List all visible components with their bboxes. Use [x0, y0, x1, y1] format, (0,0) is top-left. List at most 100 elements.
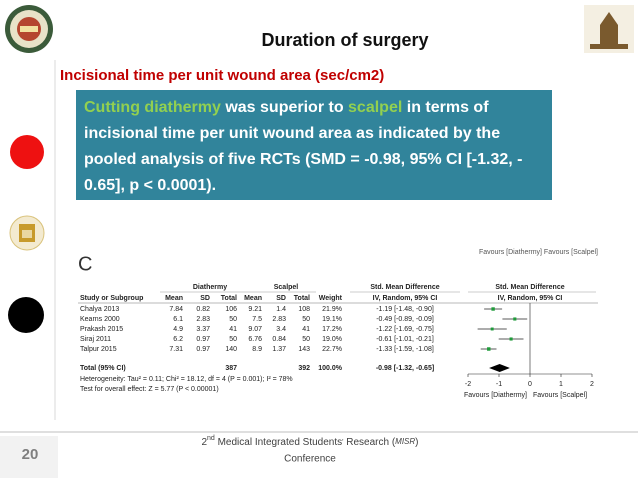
table-cell: -0.61 [-1.01, -0.21]	[376, 336, 434, 343]
table-cell: -0.49 [-0.89, -0.09]	[376, 316, 434, 323]
x-tick-label: -2	[465, 381, 471, 388]
table-cell: 6.2	[173, 336, 183, 343]
overall-test: Test for overall effect: Z = 5.77 (P < 0…	[80, 386, 219, 393]
x-tick-label: 2	[590, 381, 594, 388]
slide-title: Duration of surgery	[261, 30, 428, 50]
table-cell: 1.4	[276, 306, 286, 313]
x-tick-label: 1	[559, 381, 563, 388]
total-cell: -0.98 [-1.32, -0.65]	[376, 365, 434, 372]
column-header: Total	[221, 295, 237, 302]
table-cell: 143	[298, 346, 310, 353]
callout-line: 0.65], p < 0.0001).	[84, 177, 216, 194]
table-cell: 7.31	[169, 346, 183, 353]
table-cell: Talpur 2015	[80, 346, 117, 353]
total-cell: Total (95% CI)	[80, 365, 126, 372]
callout-text: Cutting diathermy was superior to scalpe…	[84, 99, 523, 194]
page-number: 20	[22, 446, 39, 463]
point-estimate	[513, 317, 517, 321]
table-cell: 0.97	[196, 346, 210, 353]
table-cell: 17.2%	[322, 326, 342, 333]
text-run: was superior to	[221, 99, 348, 116]
table-cell: 6.1	[173, 316, 183, 323]
column-header: Study or Subgroup	[80, 295, 143, 302]
column-header: Weight	[319, 295, 343, 302]
panel-letter: C	[78, 253, 92, 275]
page-number-box	[0, 436, 58, 478]
point-estimate	[491, 307, 495, 311]
table-cell: 0.84	[272, 336, 286, 343]
subtitle: Incisional time per unit wound area (sec…	[60, 67, 384, 84]
footer-line2: Conference	[284, 454, 336, 465]
table-cell: 3.37	[196, 326, 210, 333]
point-estimate	[509, 337, 513, 341]
favours-left: Favours [Diathermy]	[464, 392, 527, 399]
table-cell: 41	[229, 326, 237, 333]
table-cell: 6.76	[248, 336, 262, 343]
table-cell: 108	[298, 306, 310, 313]
table-cell: 41	[302, 326, 310, 333]
table-cell: Chalya 2013	[80, 306, 119, 313]
table-cell: 0.97	[196, 336, 210, 343]
total-cell: 387	[225, 365, 237, 372]
column-header: SD	[276, 295, 286, 302]
column-header: IV, Random, 95% CI	[498, 295, 563, 302]
total-cell: 100.0%	[318, 365, 343, 372]
table-cell: 19.0%	[322, 336, 342, 343]
table-cell: Siraj 2011	[80, 336, 111, 343]
table-cell: 9.07	[248, 326, 262, 333]
forest-plot: Diathermy Scalpel Std. Mean Difference Std.…	[78, 284, 598, 399]
logo-right	[584, 5, 634, 53]
total-cell: 392	[298, 365, 310, 372]
table-cell: 3.4	[276, 326, 286, 333]
group-header: Std. Mean Difference	[370, 284, 439, 291]
pooled-diamond	[489, 364, 510, 372]
table-cell: 140	[225, 346, 237, 353]
black-circle	[8, 297, 44, 333]
favours-top: Favours [Diathermy] Favours [Scalpel]	[479, 249, 598, 256]
group-header: Diathermy	[193, 284, 227, 291]
table-cell: -1.33 [-1.59, -1.08]	[376, 346, 434, 353]
column-header: IV, Random, 95% CI	[373, 295, 438, 302]
logo-left	[5, 5, 53, 53]
x-tick-label: -1	[496, 381, 502, 388]
highlight: Cutting diathermy	[84, 99, 221, 116]
table-cell: 9.21	[248, 306, 262, 313]
red-circle	[10, 135, 44, 169]
table-cell: 2.83	[196, 316, 210, 323]
table-cell: 50	[302, 336, 310, 343]
callout-line: pooled analysis of five RCTs (SMD = -0.9…	[84, 151, 523, 168]
table-cell: -1.22 [-1.69, -0.75]	[376, 326, 434, 333]
x-tick-label: 0	[528, 381, 532, 388]
table-cell: 50	[229, 336, 237, 343]
table-cell: 50	[229, 316, 237, 323]
table-cell: 4.9	[173, 326, 183, 333]
highlight: scalpel	[348, 99, 402, 116]
text-run: 0.65], p < 0.0001).	[84, 177, 216, 194]
table-cell: 8.9	[252, 346, 262, 353]
point-estimate	[490, 327, 494, 331]
callout-line: Cutting diathermy was superior to scalpe…	[84, 99, 489, 116]
text-run: pooled analysis of five RCTs (SMD = -0.9…	[84, 151, 523, 168]
group-header: Scalpel	[274, 284, 299, 291]
heterogeneity: Heterogeneity: Tau² = 0.11; Chi² = 18.12…	[80, 376, 293, 383]
callout-box	[76, 90, 552, 200]
table-cell: Prakash 2015	[80, 326, 123, 333]
callout-line: incisional time per unit wound area as i…	[84, 125, 500, 142]
egypt-emblem	[9, 215, 45, 251]
forest-figure	[75, 244, 602, 406]
column-header: Total	[294, 295, 310, 302]
table-cell: 106	[225, 306, 237, 313]
group-header: Std. Mean Difference	[495, 284, 564, 291]
table-cell: 50	[302, 316, 310, 323]
table-cell: 22.7%	[322, 346, 342, 353]
table-cell: 0.82	[196, 306, 210, 313]
footer-line1: 2nd Medical Integrated Students' Researc…	[201, 435, 418, 448]
table-cell: 19.1%	[322, 316, 342, 323]
table-cell: -1.19 [-1.48, -0.90]	[376, 306, 434, 313]
table-cell: 2.83	[272, 316, 286, 323]
table-cell: 7.84	[169, 306, 183, 313]
table-cell: 1.37	[272, 346, 286, 353]
table-cell: 21.9%	[322, 306, 342, 313]
column-header: Mean	[244, 295, 262, 302]
